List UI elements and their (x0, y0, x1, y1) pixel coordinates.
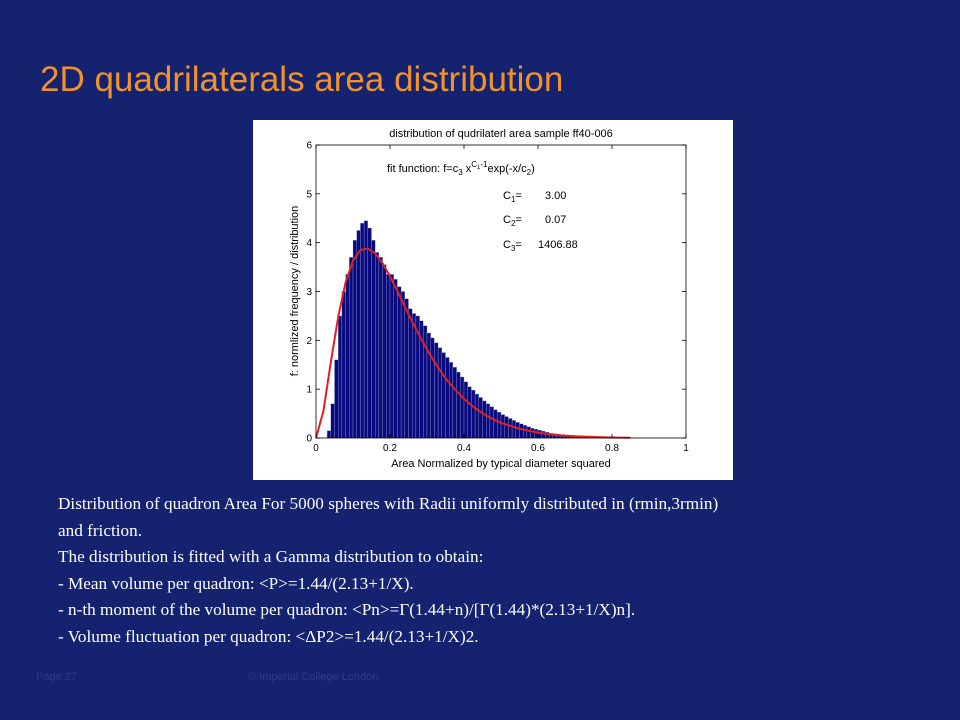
histogram-bar (493, 409, 498, 439)
histogram-bar (467, 386, 472, 439)
histogram-bar (489, 406, 494, 439)
histogram-bar (463, 381, 468, 439)
param-c3-value: 1406.88 (538, 239, 578, 251)
copyright-notice: © Imperial College London (248, 671, 379, 683)
histogram-bar (526, 426, 531, 439)
svg-text:C2=: C2= (503, 214, 522, 228)
chart-figure: 0 0.2 0.4 0.6 0.8 1 0 1 2 3 4 5 6 distribution of q… (253, 120, 733, 480)
histogram-bar (482, 400, 487, 439)
histogram-bar (326, 430, 331, 439)
param-c2-value: 0.07 (545, 214, 566, 226)
histogram-bar (504, 416, 509, 439)
x-axis-label: Area Normalized by typical diameter squa… (391, 458, 611, 470)
histogram-bar (378, 257, 383, 439)
x-tick-label: 0.8 (605, 443, 619, 454)
histogram-bar (500, 414, 505, 439)
page-number: Page 27 (36, 671, 77, 683)
histogram-bar (389, 274, 394, 439)
histogram-bar (437, 347, 442, 439)
histogram-bar (408, 308, 413, 439)
body-line-2: and friction. (58, 520, 142, 540)
histogram-bar (404, 298, 409, 439)
histogram-bar (456, 371, 461, 439)
histogram-bar (486, 403, 491, 439)
histogram-bar (397, 286, 402, 439)
x-tick-label: 1 (683, 443, 689, 454)
histogram-bar (511, 420, 516, 439)
svg-text:C1=: C1= (503, 190, 522, 204)
histogram-bar (330, 403, 335, 439)
histogram-bar (515, 422, 520, 439)
param-c1-value: 3.00 (545, 190, 566, 202)
histogram-bar (445, 357, 450, 439)
histogram-bar (434, 342, 439, 439)
y-tick-label: 2 (306, 336, 312, 347)
histogram-bar (360, 222, 365, 439)
histogram-bar (345, 274, 350, 439)
histogram-bar (471, 389, 476, 439)
histogram-bar (386, 274, 391, 439)
histogram-bar (371, 240, 376, 439)
histogram-bar (400, 291, 405, 439)
histogram-bar (375, 252, 380, 439)
slide-title: 2D quadrilaterals area distribution (40, 60, 564, 99)
fit-function-text: fit function: f=c3 xC1-1exp(-x/c2) (387, 160, 535, 177)
body-line-1: Distribution of quadron Area For 5000 sp… (58, 494, 719, 513)
x-tick-label: 0.2 (383, 443, 397, 454)
histogram-bar (449, 362, 454, 439)
y-tick-label: 6 (306, 141, 312, 152)
histogram-bar (474, 393, 479, 439)
histogram-bar (523, 425, 528, 439)
histogram-bar (537, 430, 542, 439)
histogram-bar (530, 428, 535, 439)
chart-svg: 0 0.2 0.4 0.6 0.8 1 0 1 2 3 4 5 6 distribution of q… (289, 128, 689, 470)
x-tick-label: 0.4 (457, 443, 471, 454)
svg-text:C3=: C3= (503, 239, 522, 253)
body-line-5: - n-th moment of the volume per quadron:… (58, 600, 636, 619)
histogram-bar (430, 337, 435, 439)
histogram-bar (519, 423, 524, 439)
body-line-6: - Volume fluctuation per quadron: <ΔP2>=… (58, 626, 479, 646)
histogram-bar (534, 429, 539, 439)
y-ticks: 0 1 2 3 4 5 6 (306, 141, 686, 445)
y-tick-label: 4 (306, 238, 312, 249)
histogram-bar (382, 264, 387, 439)
x-tick-label: 0 (313, 443, 319, 454)
y-tick-label: 5 (306, 189, 312, 200)
histogram-bar (349, 257, 354, 439)
histogram-bar (393, 279, 398, 439)
histogram-bar (334, 359, 339, 439)
x-ticks: 0 0.2 0.4 0.6 0.8 1 (313, 145, 689, 454)
x-tick-label: 0.6 (531, 443, 545, 454)
y-tick-label: 3 (306, 287, 312, 298)
chart-title: distribution of qudrilaterl area sample … (389, 128, 613, 140)
slide-body: Distribution of quadron Area For 5000 sp… (58, 491, 918, 650)
histogram-bar (367, 227, 372, 439)
histogram-bar (441, 352, 446, 439)
histogram-bar (478, 397, 483, 439)
histogram-bar (341, 291, 346, 439)
histogram-bar (363, 220, 368, 439)
param-c1: C1= 3.00 (503, 190, 566, 204)
histogram-bar (508, 418, 513, 439)
body-line-4: - Mean volume per quadron: <P>=1.44/(2.1… (58, 573, 414, 593)
y-tick-label: 1 (306, 385, 312, 396)
y-tick-label: 0 (306, 434, 312, 445)
histogram-bar (352, 240, 357, 439)
fit-curve (315, 247, 631, 439)
body-line-3: The distribution is fitted with a Gamma … (58, 547, 484, 566)
histogram-bar (412, 313, 417, 439)
param-c3: C3= 1406.88 (503, 239, 578, 253)
histogram-bar (460, 376, 465, 439)
histogram-bar (338, 315, 343, 439)
histogram-bar (356, 230, 361, 439)
y-axis-label: f: normlized frequency / distribution (289, 206, 301, 377)
param-c2: C2= 0.07 (503, 214, 566, 228)
histogram-bar (452, 367, 457, 439)
histogram-bar (497, 411, 502, 439)
